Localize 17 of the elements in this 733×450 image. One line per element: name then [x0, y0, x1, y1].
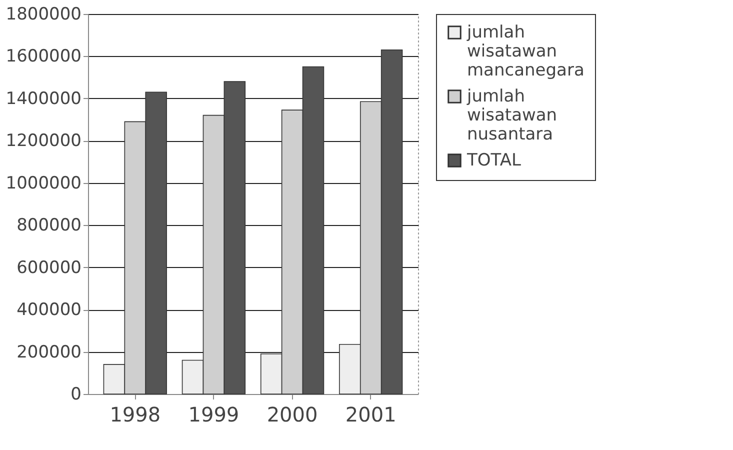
y-tick-label: 600000: [16, 258, 82, 278]
y-tick-label: 400000: [16, 300, 82, 320]
legend-label: jumlah wisatawan nusantara: [466, 86, 558, 144]
y-tick-label: 200000: [16, 342, 82, 362]
legend-label: jumlah wisatawan mancanegara: [466, 22, 584, 80]
x-tick-label: 1999: [188, 402, 240, 426]
y-tick-label: 1400000: [6, 88, 82, 109]
y-tick-label: 1800000: [6, 4, 82, 24]
x-tick-label: 2001: [345, 402, 396, 426]
x-tick-label: 1998: [110, 402, 161, 426]
y-tick-label: 1000000: [6, 173, 82, 194]
x-tick-label: 2000: [266, 402, 318, 426]
y-tick-label: 1600000: [6, 46, 82, 67]
legend-label: TOTAL: [466, 150, 522, 170]
y-tick-label: 0: [70, 384, 82, 404]
y-tick-label: 800000: [16, 216, 82, 236]
y-tick-label: 1200000: [6, 131, 82, 152]
